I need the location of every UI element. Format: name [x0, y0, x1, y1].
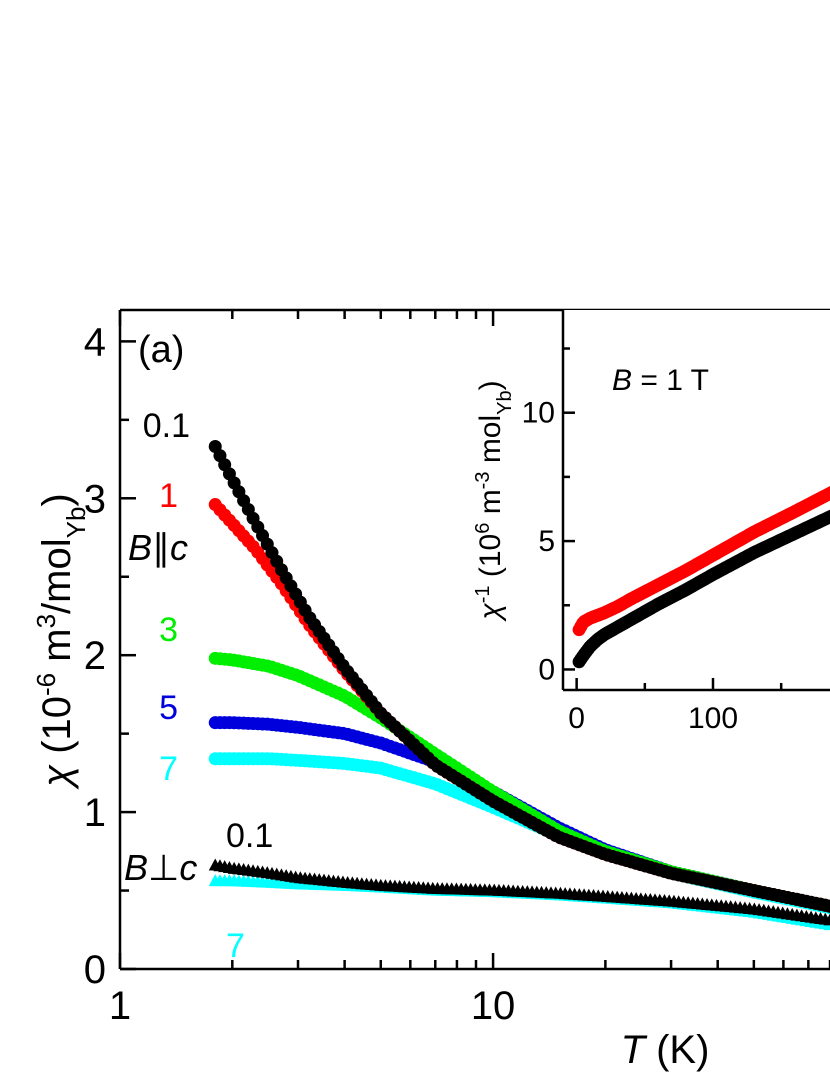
main-x-axis-label: T (K)	[621, 1028, 710, 1072]
main-y-tick-label: 4	[84, 320, 106, 364]
data-point	[823, 913, 830, 926]
main-y-tick-label: 3	[84, 477, 106, 521]
main-x-ticks: 1 10	[109, 310, 830, 1028]
inset-x-tick-label: 0	[568, 702, 585, 735]
series-parallel-0.1	[208, 440, 830, 913]
main-x-tick-label: 1	[109, 984, 131, 1028]
label-parallel-1: 1	[159, 477, 178, 515]
label-parallel-0.1: 0.1	[143, 407, 190, 445]
inset-x-ticks: 010020	[568, 678, 783, 735]
panel-label: (a)	[138, 329, 184, 371]
inset-x-tick-label: 100	[688, 702, 738, 735]
series-perp-0.1	[208, 858, 830, 926]
main-x-tick-label: 10	[471, 984, 516, 1028]
inset-y-tick-label: 0	[538, 653, 555, 686]
inset-y-tick-label: 5	[538, 525, 555, 558]
data-point	[823, 899, 830, 913]
label-perp-7: 7	[226, 927, 245, 965]
group-label-perp: B⊥c	[124, 847, 197, 888]
main-y-tick-label: 2	[84, 634, 106, 678]
main-y-tick-label: 1	[84, 791, 106, 835]
group-label-parallel: B∥c	[128, 527, 188, 568]
inset-y-axis-label: χ-1 (106 m-3 molYb)	[472, 380, 516, 622]
inset-series-1	[572, 486, 830, 637]
inset-frame	[561, 310, 830, 692]
main-y-tick-label: 0	[84, 948, 106, 992]
main-y-ticks: 0 1 2 3 4	[84, 320, 136, 992]
label-perp-0.1: 0.1	[226, 817, 273, 855]
inset-y-ticks: 0 5 10	[522, 347, 575, 686]
inset-y-tick-label: 10	[522, 397, 555, 430]
label-parallel-5: 5	[159, 689, 178, 727]
label-parallel-3: 3	[159, 611, 178, 649]
inset-series-0	[572, 509, 830, 669]
main-y-axis-label: χ (10-6 m3/molYb)	[31, 493, 91, 790]
label-parallel-7: 7	[159, 750, 178, 788]
inset-annotation: B = 1 T	[612, 364, 709, 397]
